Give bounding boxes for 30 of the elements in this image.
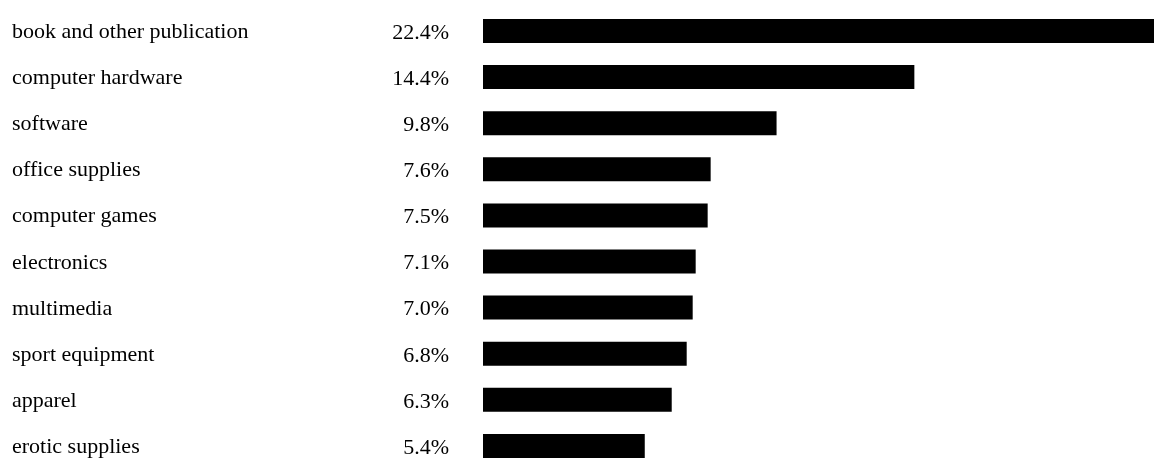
bar — [483, 387, 672, 412]
y-tick-label: sport equipment — [12, 340, 155, 366]
data-label: 6.3% — [403, 387, 449, 413]
data-label: 22.4% — [392, 18, 449, 44]
y-tick-label: erotic supplies — [12, 432, 140, 458]
y-tick-label: computer games — [12, 202, 157, 228]
bar — [483, 249, 696, 274]
data-label: 7.0% — [403, 295, 449, 321]
data-label: 14.4% — [392, 64, 449, 90]
y-tick-label: office supplies — [12, 156, 141, 182]
bar — [483, 341, 687, 366]
data-label: 7.6% — [403, 157, 449, 183]
y-tick-label: computer hardware — [12, 64, 183, 90]
data-label: 6.8% — [403, 341, 449, 367]
y-tick-label: apparel — [12, 386, 77, 412]
bar — [483, 295, 693, 320]
bar — [483, 19, 1154, 43]
data-label: 9.8% — [403, 111, 449, 137]
y-tick-label: electronics — [12, 248, 108, 274]
bar — [483, 203, 708, 228]
y-tick-label: multimedia — [12, 294, 113, 320]
y-tick-label: book and other publication — [12, 18, 249, 44]
data-label: 7.5% — [403, 203, 449, 229]
data-label: 7.1% — [403, 249, 449, 275]
y-tick-label: software — [12, 110, 88, 136]
bar — [483, 157, 711, 182]
data-label: 5.4% — [403, 433, 449, 459]
bar — [483, 433, 645, 458]
bar — [483, 111, 777, 136]
bar — [483, 65, 915, 90]
